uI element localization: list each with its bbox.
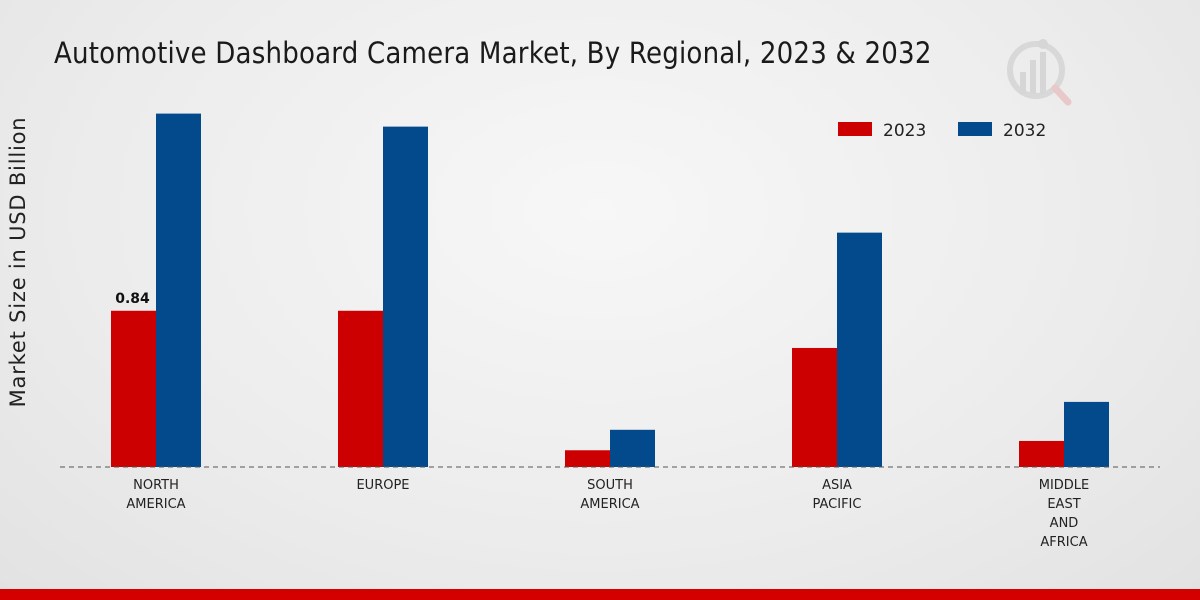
bar-2023-asia-pacific: [792, 347, 837, 467]
bar-2023-south-america: [565, 450, 610, 467]
data-label: 0.84: [115, 291, 150, 307]
bar-2032-south-america: [610, 429, 655, 467]
legend-swatch-2032: [958, 122, 992, 136]
bar-2032-europe: [383, 126, 428, 468]
data-labels: 0.84: [115, 291, 150, 307]
bar-chart-logo-icon: [1007, 39, 1072, 106]
x-tick-label: SOUTH AMERICA: [580, 478, 639, 512]
bars-group: [111, 113, 1109, 468]
bar-2023-north-america: [111, 310, 156, 467]
x-tick-label: NORTH AMERICA: [126, 478, 185, 512]
x-tick-label: ASIA PACIFIC: [813, 478, 862, 512]
footer-accent-bar: [0, 589, 1200, 600]
bar-2032-north-america: [156, 113, 201, 467]
x-axis-ticks: NORTH AMERICA EUROPE SOUTH AMERICA ASIA PACIFI…: [126, 478, 1089, 550]
bar-2023-europe: [338, 310, 383, 467]
legend-label-2023: 2023: [883, 121, 926, 141]
legend-label-2032: 2032: [1003, 121, 1046, 141]
chart-title: Automotive Dashboard Camera Market, By R…: [54, 36, 932, 70]
x-tick-label: EUROPE: [356, 478, 409, 493]
legend-swatch-2023: [838, 122, 872, 136]
legend: 2023 2032: [838, 121, 1046, 141]
bar-2032-asia-pacific: [837, 232, 882, 467]
bar-2032-middle-east-and-africa: [1064, 401, 1109, 467]
x-tick-label: MIDDLE EAST AND AFRICA: [1039, 478, 1090, 550]
bar-2023-middle-east-and-africa: [1019, 440, 1064, 467]
